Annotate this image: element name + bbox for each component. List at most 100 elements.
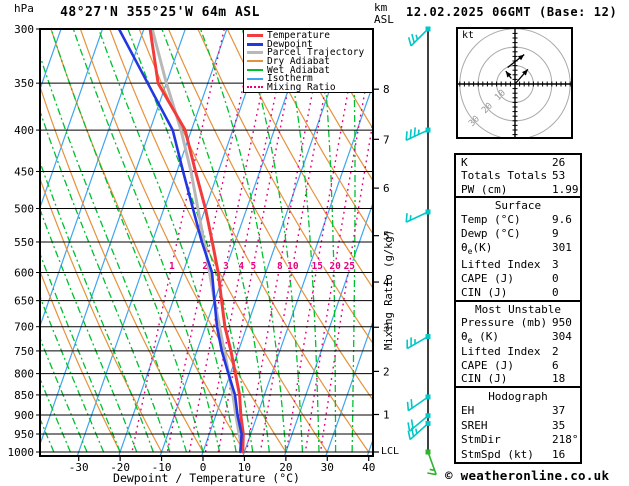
stat-row: CAPE (J) 6 [456,359,580,372]
svg-text:-20: -20 [110,461,130,474]
svg-text:4: 4 [383,276,390,289]
stat-label: θe(K) [461,241,493,257]
stat-value: 16 [552,447,566,461]
svg-text:6: 6 [383,182,390,195]
svg-text:350: 350 [14,77,34,90]
legend-item-temperature: Temperature [247,30,372,41]
legend-item-label: Dry Adiabat [267,55,330,67]
stat-label: SREH [461,418,488,432]
stat-row: EH 37 [456,404,580,417]
stat-label: CIN (J) [461,372,508,386]
legend-item-label: Isotherm [267,73,313,85]
panel-header: Surface [494,199,542,213]
svg-text:700: 700 [14,321,34,334]
stat-label: Pressure (mb) [461,316,548,330]
svg-text:800: 800 [14,368,34,381]
pressure-axis-unit: hPa [14,2,34,15]
legend-line-sample [247,77,263,80]
svg-text:500: 500 [14,202,34,215]
svg-text:850: 850 [14,389,34,402]
svg-text:450: 450 [14,165,34,178]
altitude-unit-asl: ASL [374,13,394,26]
svg-text:2: 2 [202,261,208,272]
stat-value: 35 [552,418,566,432]
mixing-ratio-axis-label: Mixing Ratio (g/kg) [383,229,396,351]
stat-label: StmSpd (kt) [461,447,534,461]
stat-value: 26 [552,155,566,169]
svg-text:15: 15 [312,261,324,272]
panel-header: Most Unstable [474,302,562,316]
stat-value: 3 [552,257,559,271]
svg-text:8: 8 [277,261,283,272]
stat-label: Lifted Index [461,257,541,271]
stat-value: 9 [552,227,559,241]
svg-text:-30: -30 [69,461,89,474]
stat-row: Lifted Index 2 [456,345,580,358]
info-panels: K 26 Totals Totals 53 PW (cm) 1.99 Surface Temp… [454,153,582,464]
svg-text:40: 40 [362,461,375,474]
stat-value: 6 [552,358,559,372]
stats-panel-hodograph: Hodograph EH 37 SREH 35 StmDir 218° StmSpd (kt)… [454,386,582,464]
stat-label: CIN (J) [461,285,508,299]
svg-text:750: 750 [14,345,34,358]
stat-label: θe (K) [461,329,499,345]
legend: Temperature Dewpoint Parcel Trajectory Dry … [243,29,373,93]
station-title: 48°27'N 355°25'W 64m ASL [60,5,260,20]
svg-text:20: 20 [329,261,341,272]
stat-row: CIN (J) 0 [456,286,580,299]
stat-row: StmSpd (kt) 16 [456,448,580,461]
stat-row: θe(K) 301 [456,241,580,256]
svg-text:25: 25 [344,261,356,272]
temperature-axis-label: Dewpoint / Temperature (°C) [113,471,300,485]
legend-line-sample [247,51,263,55]
stat-row: SREH 35 [456,419,580,432]
watermark: © weatheronline.co.uk [445,468,610,483]
stat-row: CIN (J) 18 [456,372,580,385]
stat-value: 950 [552,316,572,330]
altitude-unit-km: km [374,1,388,14]
stat-label: Lifted Index [461,345,541,359]
legend-line-sample [247,42,263,46]
stat-label: Dewp (°C) [461,227,521,241]
legend-item-isotherm: Isotherm [247,73,372,85]
legend-item-dewpoint: Dewpoint [247,38,372,50]
stat-row: K 26 [456,156,580,169]
stat-row: Totals Totals 53 [456,169,580,182]
stat-label: StmDir [461,433,501,446]
sounding-curves [117,29,245,454]
svg-text:30: 30 [321,461,334,474]
legend-item-parcel-trajectory: Parcel Trajectory [247,47,372,59]
wind-barbs [405,26,437,476]
svg-text:3: 3 [383,321,390,334]
stat-row: θe (K) 304 [456,330,580,345]
legend-item-wet-adiabat: Wet Adiabat [247,65,372,76]
stat-row: Temp (°C) 9.6 [456,213,580,226]
svg-text:7: 7 [383,133,390,146]
legend-item-mixing-ratio: Mixing Ratio [247,82,372,93]
mixing-ratio-labels: 1 2 3 4 5 8 10 15 20 25 [168,260,357,274]
stat-value: 37 [552,404,566,417]
svg-text:5: 5 [251,261,257,272]
stat-value: 9.6 [552,213,572,227]
svg-text:4: 4 [238,261,244,272]
stat-label: CAPE (J) [461,358,514,372]
legend-item-label: Parcel Trajectory [267,47,365,59]
legend-line-sample [247,33,263,37]
stat-label: PW (cm) [461,182,508,196]
svg-text:0: 0 [200,461,207,474]
datetime-label: 12.02.2025 06GMT (Base: 12) [406,5,618,19]
stat-value: 301 [552,241,572,255]
legend-line-sample [247,86,263,89]
stat-value: 18 [552,372,566,386]
stat-value: 218° [552,433,579,446]
svg-text:300: 300 [14,23,34,36]
svg-text:10: 10 [287,261,299,272]
svg-text:3: 3 [223,261,229,272]
legend-line-sample [247,60,263,63]
svg-text:1: 1 [169,261,175,272]
panel-header: Hodograph [488,389,548,403]
legend-item-label: Dewpoint [267,38,313,50]
